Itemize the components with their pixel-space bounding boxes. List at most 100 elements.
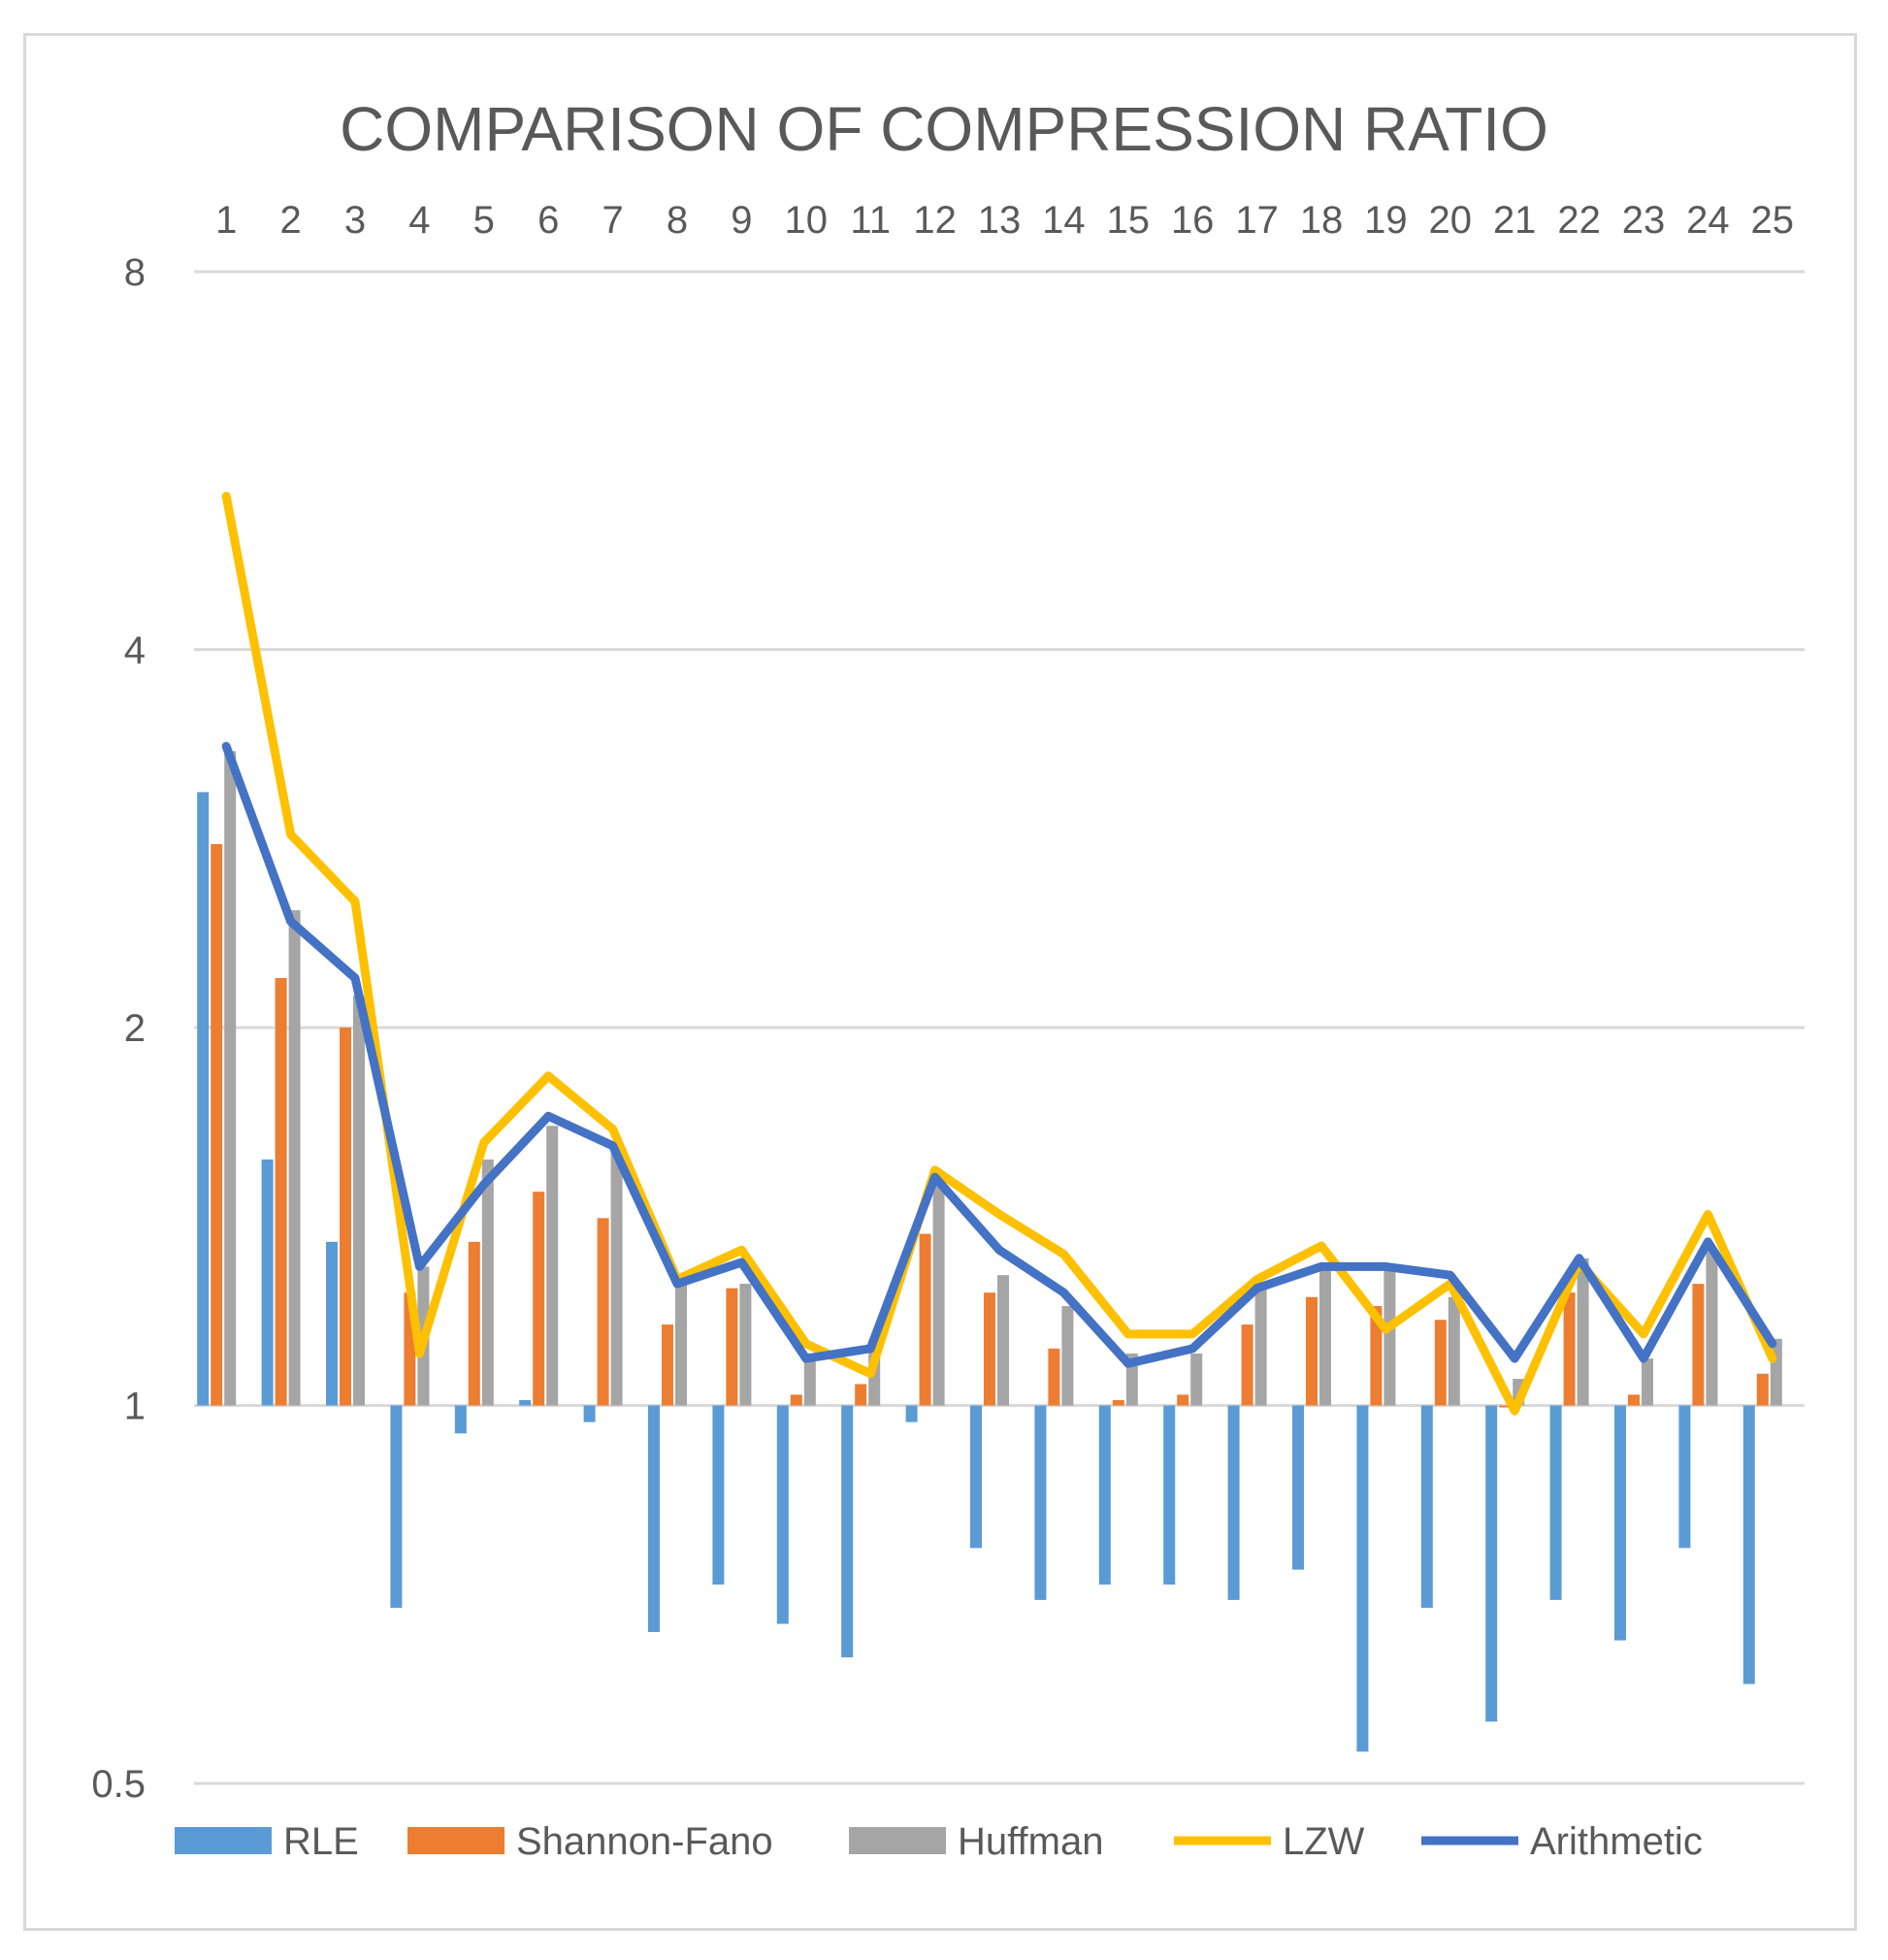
y-tick-label: 2 (124, 1007, 146, 1050)
bar-rle (261, 1160, 274, 1406)
bar-shannon-fano (1692, 1284, 1705, 1406)
legend-swatch-shannon-fano (407, 1827, 505, 1854)
y-tick-label: 0.5 (91, 1763, 146, 1806)
bar-huffman (288, 910, 301, 1406)
x-tick-label: 13 (978, 199, 1022, 242)
legend-swatch-huffman (849, 1827, 946, 1854)
bar-rle (1420, 1405, 1433, 1609)
bar-huffman (1448, 1296, 1460, 1406)
x-tick-label: 21 (1493, 199, 1537, 242)
x-tick-label: 25 (1751, 199, 1795, 242)
x-tick-label: 16 (1171, 199, 1215, 242)
bar-huffman (1577, 1258, 1589, 1406)
bar-rle (970, 1405, 982, 1549)
bar-shannon-fano (726, 1288, 738, 1406)
bar-rle (1678, 1405, 1691, 1549)
x-tick-label: 24 (1686, 199, 1730, 242)
bar-rle (1292, 1405, 1304, 1570)
x-tick-label: 2 (279, 199, 301, 242)
bar-shannon-fano (984, 1292, 995, 1406)
bar-rle (519, 1399, 532, 1406)
x-tick-label: 4 (408, 199, 430, 242)
bar-shannon-fano (1112, 1399, 1124, 1406)
x-tick-label: 1 (215, 199, 237, 242)
bar-series (197, 751, 1782, 1752)
bar-huffman (1319, 1266, 1331, 1406)
bar-rle (1485, 1405, 1498, 1722)
bar-huffman (1254, 1284, 1267, 1406)
bar-shannon-fano (662, 1324, 673, 1406)
legend-label-huffman: Huffman (958, 1820, 1103, 1863)
x-tick-label: 9 (731, 199, 752, 242)
bar-rle (390, 1405, 403, 1609)
legend-label-shannon-fano: Shannon-Fano (516, 1820, 773, 1863)
bar-shannon-fano (1370, 1306, 1383, 1406)
bar-huffman (932, 1177, 945, 1406)
bar-rle (1549, 1405, 1562, 1600)
bar-shannon-fano (1241, 1324, 1253, 1406)
x-tick-label: 14 (1042, 199, 1086, 242)
x-tick-label: 20 (1429, 199, 1473, 242)
bar-huffman (224, 751, 237, 1406)
line-series (221, 491, 1777, 1416)
bar-rle (776, 1405, 789, 1624)
bar-rle (1227, 1405, 1240, 1600)
bar-huffman (1706, 1250, 1718, 1406)
bar-shannon-fano (919, 1233, 931, 1406)
y-tick-label: 8 (124, 251, 146, 294)
chart-frame (23, 33, 1857, 1931)
bar-shannon-fano (1563, 1292, 1576, 1406)
x-tick-label: 10 (785, 199, 829, 242)
bar-shannon-fano (275, 978, 287, 1406)
bar-rle (1163, 1405, 1176, 1585)
line-arithmetic (221, 741, 1777, 1368)
legend-label-rle: RLE (283, 1820, 359, 1863)
bar-huffman (1190, 1353, 1203, 1406)
x-tick-label: 23 (1622, 199, 1666, 242)
bar-rle (1742, 1405, 1755, 1684)
x-tick-label: 8 (667, 199, 688, 242)
legend: RLE Shannon-Fano Huffman LZW Arithmetic (175, 1820, 1703, 1863)
bar-huffman (1383, 1266, 1396, 1406)
bar-shannon-fano (1756, 1373, 1769, 1406)
legend-label-arithmetic: Arithmetic (1530, 1820, 1703, 1863)
bar-rle (197, 792, 210, 1406)
y-tick-label: 4 (124, 630, 146, 672)
bar-shannon-fano (1048, 1348, 1060, 1406)
bar-shannon-fano (1177, 1394, 1189, 1406)
bar-rle (1356, 1405, 1369, 1752)
bar-shannon-fano (340, 1028, 351, 1406)
bar-rle (1034, 1405, 1047, 1600)
x-tick-label: 17 (1235, 199, 1279, 242)
bar-rle (583, 1405, 596, 1422)
x-tick-label: 12 (913, 199, 957, 242)
bar-rle (1098, 1405, 1111, 1585)
bar-huffman (610, 1149, 623, 1406)
bar-shannon-fano (1306, 1296, 1318, 1406)
x-tick-label: 19 (1364, 199, 1408, 242)
bar-shannon-fano (468, 1241, 480, 1406)
x-tick-label: 15 (1107, 199, 1151, 242)
category-axis-labels: 1 2 3 4 5 6 7 8 9 10 11 12 13 14 15 16 17 18 19 20 21 22 23 24 2… (215, 199, 1794, 242)
bar-shannon-fano (211, 843, 223, 1406)
bar-huffman (803, 1353, 816, 1406)
legend-swatch-rle (175, 1827, 272, 1854)
bar-rle (1614, 1405, 1626, 1641)
bar-shannon-fano (597, 1218, 609, 1406)
bar-huffman (739, 1284, 752, 1406)
legend-label-lzw: LZW (1283, 1820, 1365, 1863)
bar-rle (326, 1241, 338, 1406)
chart-title: COMPARISON OF COMPRESSION RATIO (340, 94, 1548, 164)
bar-rle (648, 1405, 660, 1632)
x-tick-label: 22 (1557, 199, 1601, 242)
bar-huffman (675, 1284, 687, 1406)
x-tick-label: 3 (344, 199, 366, 242)
y-axis-ticks: 8 4 2 1 0.5 (91, 251, 146, 1806)
x-tick-label: 11 (850, 199, 891, 242)
bar-huffman (997, 1275, 1009, 1406)
bar-shannon-fano (533, 1192, 545, 1406)
bar-shannon-fano (1628, 1394, 1640, 1406)
gridlines (194, 270, 1805, 1785)
x-tick-label: 18 (1300, 199, 1344, 242)
x-tick-label: 7 (602, 199, 623, 242)
